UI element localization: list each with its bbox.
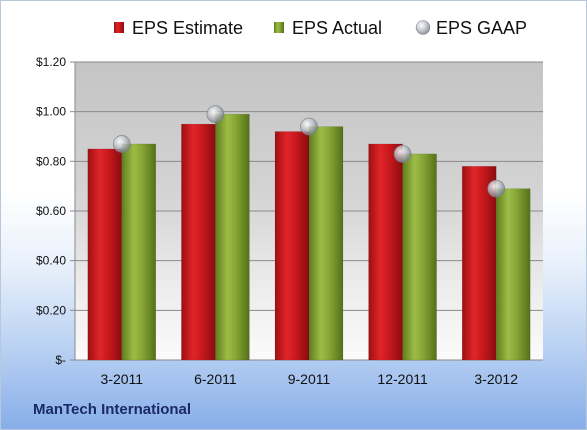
x-tick-label: 3-2011: [101, 371, 144, 387]
gaap-markers: [113, 105, 506, 198]
company-name: ManTech International: [33, 401, 192, 418]
bars: [87, 113, 531, 361]
y-tick-label: $-: [55, 353, 66, 367]
legend: EPS Estimate EPS Actual EPS GAAP: [114, 18, 527, 38]
gaap-marker: [113, 135, 131, 153]
legend-actual-swatch: [274, 22, 284, 33]
legend-label: EPS Actual: [292, 18, 382, 38]
actual-bar: [402, 153, 437, 361]
legend-label: EPS Estimate: [132, 18, 243, 38]
gaap-marker: [393, 145, 412, 163]
gaap-marker: [487, 179, 506, 198]
legend-label: EPS GAAP: [436, 18, 527, 38]
legend-gaap-swatch: [415, 20, 431, 35]
y-axis-ticks: $- $0.20 $0.40 $0.60 $0.80 $1.00 $1.20: [36, 55, 66, 367]
x-axis-ticks: 3-2011 6-2011 9-2011 12-2011 3-2012: [101, 371, 519, 387]
y-tick-label: $0.80: [36, 154, 66, 168]
y-tick-label: $0.40: [36, 254, 66, 268]
estimate-bar: [368, 143, 403, 361]
estimate-bar: [461, 166, 497, 361]
y-tick-label: $1.00: [36, 105, 66, 119]
actual-bar: [495, 188, 531, 361]
y-tick-label: $0.60: [36, 204, 66, 218]
gaap-marker: [300, 117, 318, 136]
actual-bar: [121, 143, 157, 361]
actual-bar: [308, 126, 344, 361]
legend-estimate-swatch: [114, 22, 124, 33]
gaap-marker: [206, 105, 225, 123]
y-tick-label: $0.20: [36, 303, 66, 317]
estimate-bar: [87, 148, 123, 361]
x-tick-label: 3-2012: [474, 371, 518, 387]
actual-bar: [215, 113, 250, 361]
x-tick-label: 9-2011: [288, 371, 331, 387]
estimate-bar: [274, 131, 310, 361]
x-tick-label: 12-2011: [377, 371, 428, 387]
estimate-bar: [181, 123, 216, 361]
y-tick-label: $1.20: [36, 55, 66, 69]
x-tick-label: 6-2011: [194, 371, 237, 387]
